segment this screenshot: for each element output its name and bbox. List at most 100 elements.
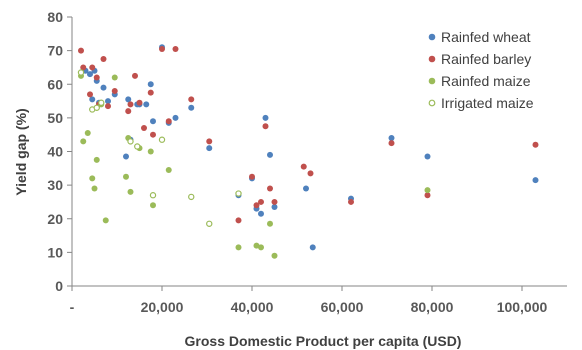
data-point-rainfed-maize xyxy=(271,252,278,259)
y-axis-title: Yield gap (%) xyxy=(13,108,29,195)
y-tick-label: 70 xyxy=(47,43,63,59)
data-point-rainfed-wheat xyxy=(424,153,431,160)
data-point-rainfed-maize xyxy=(165,166,172,173)
legend-marker-rainfed-barley xyxy=(428,55,436,63)
legend-label-rainfed-wheat: Rainfed wheat xyxy=(441,29,531,45)
data-point-rainfed-barley xyxy=(206,138,213,145)
data-point-irrigated-maize xyxy=(149,192,157,199)
data-point-rainfed-barley xyxy=(105,103,111,110)
data-point-rainfed-barley xyxy=(253,202,260,209)
data-point-rainfed-barley xyxy=(249,173,255,180)
data-point-rainfed-maize xyxy=(235,244,242,251)
data-point-rainfed-maize xyxy=(147,148,154,155)
data-point-rainfed-maize xyxy=(80,138,87,145)
data-point-rainfed-wheat xyxy=(303,185,309,192)
data-point-irrigated-maize xyxy=(134,143,141,150)
data-points xyxy=(77,44,539,259)
data-point-rainfed-wheat xyxy=(89,96,96,103)
y-tick-label: 40 xyxy=(47,144,63,160)
data-point-rainfed-barley xyxy=(141,124,147,131)
x-tick-label: 20,000 xyxy=(141,299,184,315)
data-point-rainfed-barley xyxy=(235,217,242,224)
data-point-rainfed-barley xyxy=(127,101,134,108)
y-tick-label: 0 xyxy=(55,278,63,294)
data-point-irrigated-maize xyxy=(188,193,195,201)
data-point-rainfed-wheat xyxy=(100,84,107,91)
data-point-rainfed-wheat xyxy=(271,203,278,210)
data-point-rainfed-barley xyxy=(78,47,84,54)
x-tick-label: 40,000 xyxy=(231,299,274,315)
data-point-rainfed-barley xyxy=(262,123,269,130)
data-point-irrigated-maize xyxy=(98,99,105,106)
data-point-rainfed-barley xyxy=(100,56,107,63)
y-tick-label: 20 xyxy=(47,211,63,227)
data-point-rainfed-barley xyxy=(307,170,314,177)
legend: Rainfed wheat Rainfed barley Rainfed maize… xyxy=(428,29,534,111)
data-point-irrigated-maize xyxy=(77,69,85,76)
data-point-rainfed-maize xyxy=(150,202,156,209)
data-point-rainfed-barley xyxy=(267,185,273,192)
y-tick-label: 80 xyxy=(47,9,63,25)
data-point-rainfed-barley xyxy=(89,64,96,71)
data-point-rainfed-maize xyxy=(111,74,118,81)
data-point-rainfed-wheat xyxy=(150,118,156,125)
data-point-rainfed-maize xyxy=(253,242,260,249)
data-point-rainfed-wheat xyxy=(87,71,93,78)
data-point-rainfed-wheat xyxy=(206,145,213,152)
data-point-rainfed-wheat xyxy=(309,244,316,251)
data-point-rainfed-barley xyxy=(258,198,264,205)
data-point-rainfed-barley xyxy=(150,131,156,138)
data-point-rainfed-barley xyxy=(188,96,195,103)
data-point-rainfed-barley xyxy=(348,198,354,205)
data-point-rainfed-maize xyxy=(102,217,109,224)
data-point-rainfed-barley xyxy=(87,91,93,98)
x-axis-title: Gross Domestic Product per capita (USD) xyxy=(185,333,462,349)
data-point-rainfed-barley xyxy=(147,89,154,96)
data-point-rainfed-maize xyxy=(267,220,273,227)
legend-marker-rainfed-wheat xyxy=(428,33,436,41)
data-point-irrigated-maize xyxy=(158,136,166,143)
data-point-rainfed-wheat xyxy=(123,153,129,160)
legend-label-rainfed-maize: Rainfed maize xyxy=(441,73,531,89)
data-point-rainfed-maize xyxy=(258,244,264,251)
y-tick-label: 10 xyxy=(47,244,63,260)
data-point-rainfed-maize xyxy=(84,130,91,137)
data-point-rainfed-wheat xyxy=(172,114,179,121)
data-point-rainfed-wheat xyxy=(267,151,273,158)
data-point-rainfed-barley xyxy=(159,45,165,52)
data-point-rainfed-wheat xyxy=(143,101,150,108)
data-point-irrigated-maize xyxy=(206,220,213,227)
data-point-rainfed-barley xyxy=(172,45,179,52)
y-tick-label: 30 xyxy=(47,177,63,193)
x-tick-label: 100,000 xyxy=(497,299,548,315)
data-point-rainfed-barley xyxy=(136,99,143,106)
data-point-rainfed-maize xyxy=(424,187,431,194)
data-point-rainfed-maize xyxy=(93,156,100,163)
data-point-rainfed-wheat xyxy=(262,114,269,121)
data-point-rainfed-maize xyxy=(89,175,96,182)
x-tick-label: 60,000 xyxy=(321,299,364,315)
data-point-rainfed-barley xyxy=(93,74,100,81)
data-point-rainfed-barley xyxy=(80,64,87,71)
data-point-rainfed-wheat xyxy=(258,210,264,217)
data-point-rainfed-barley xyxy=(532,141,539,148)
data-point-rainfed-barley xyxy=(165,118,172,125)
data-point-rainfed-barley xyxy=(300,163,307,170)
data-point-rainfed-wheat xyxy=(388,135,395,142)
data-point-rainfed-barley xyxy=(132,72,138,79)
data-point-rainfed-maize xyxy=(123,173,129,180)
data-point-irrigated-maize xyxy=(127,138,134,145)
legend-marker-irrigated-maize xyxy=(428,99,436,107)
x-tick-label: 80,000 xyxy=(411,299,454,315)
data-point-rainfed-wheat xyxy=(532,177,539,184)
data-point-rainfed-barley xyxy=(424,192,431,199)
legend-label-irrigated-maize: Irrigated maize xyxy=(441,95,534,111)
data-point-rainfed-barley xyxy=(111,87,118,94)
y-tick-label: 50 xyxy=(47,110,63,126)
legend-marker-rainfed-maize xyxy=(428,77,436,85)
data-point-rainfed-wheat xyxy=(188,104,195,111)
data-point-rainfed-wheat xyxy=(125,96,132,103)
data-point-irrigated-maize xyxy=(93,104,100,111)
data-point-rainfed-barley xyxy=(125,108,132,115)
